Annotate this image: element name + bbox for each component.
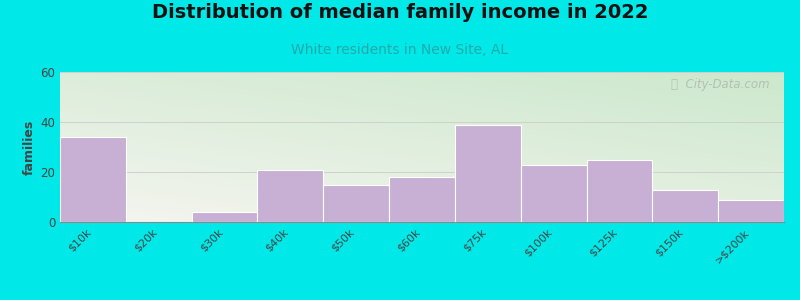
Bar	[718, 200, 784, 222]
Y-axis label: families: families	[23, 119, 36, 175]
Text: Distribution of median family income in 2022: Distribution of median family income in …	[152, 3, 648, 22]
Bar	[323, 184, 389, 222]
Bar	[521, 164, 586, 222]
Text: ⓘ  City-Data.com: ⓘ City-Data.com	[671, 78, 770, 91]
Bar	[60, 137, 126, 222]
Bar	[586, 160, 652, 222]
Bar	[192, 212, 258, 222]
Bar	[652, 190, 718, 222]
Bar	[258, 169, 323, 222]
Bar	[389, 177, 455, 222]
Bar	[455, 124, 521, 222]
Text: White residents in New Site, AL: White residents in New Site, AL	[291, 44, 509, 58]
